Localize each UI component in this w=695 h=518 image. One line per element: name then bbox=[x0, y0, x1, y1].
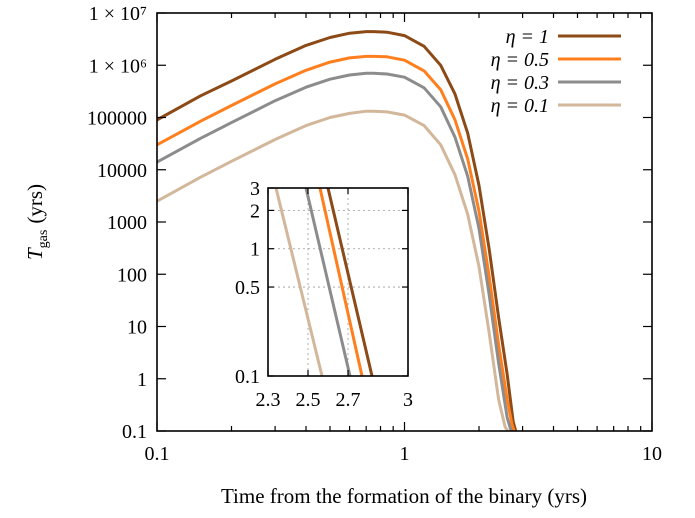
y-axis-label-sub: gas bbox=[36, 230, 51, 249]
inset-y-tick-label: 2 bbox=[250, 200, 260, 222]
x-axis-label: Time from the formation of the binary (y… bbox=[221, 484, 587, 508]
svg-text:Tgas(yrs): Tgas (yrs) bbox=[23, 184, 51, 260]
main-axis-ticks: 0.1 1 10 0.1 1 10 100 1000 10000 100000 1 × 10⁶ 1 ×… bbox=[87, 3, 662, 465]
inset-x-tick-label: 2.3 bbox=[256, 389, 281, 411]
y-tick-label: 100 bbox=[117, 264, 147, 286]
inset-x-tick-label: 2.7 bbox=[336, 389, 361, 411]
inset-x-tick-label: 2.5 bbox=[296, 389, 321, 411]
series-line-1 bbox=[157, 54, 516, 431]
inset-series-line-0 bbox=[326, 188, 374, 376]
inset-x-tick-label: 3 bbox=[403, 389, 413, 411]
legend-label-2: η = 0.3 bbox=[491, 72, 549, 94]
y-tick-label: 10 bbox=[127, 317, 147, 339]
legend-label-1: η = 0.5 bbox=[491, 49, 549, 71]
y-tick-label: 1000 bbox=[107, 212, 147, 234]
series-line-3 bbox=[157, 109, 510, 431]
inset-y-tick-label: 3 bbox=[250, 178, 260, 200]
inset-y-tick-label: 1 bbox=[250, 239, 260, 261]
legend-label-3: η = 0.1 bbox=[491, 95, 549, 117]
y-tick-label: 1 bbox=[137, 369, 147, 391]
inset-background bbox=[268, 188, 408, 376]
main-series-lines bbox=[157, 30, 518, 431]
y-tick-label: 0.1 bbox=[122, 421, 147, 443]
inset-plot-frame bbox=[267, 187, 409, 377]
x-tick-label: 10 bbox=[642, 443, 662, 465]
x-tick-label: 1 bbox=[400, 443, 410, 465]
series-line-0 bbox=[157, 30, 518, 431]
inset-series-line-1 bbox=[318, 188, 364, 376]
x-tick-label: 0.1 bbox=[145, 443, 170, 465]
inset-grid bbox=[268, 188, 408, 376]
inset-y-tick-label: 0.1 bbox=[235, 366, 260, 388]
inset-series-lines bbox=[274, 188, 374, 376]
series-line-2 bbox=[157, 71, 514, 431]
y-tick-label: 1 × 10⁶ bbox=[89, 55, 147, 77]
y-axis-label: Tgas (yrs) bbox=[23, 184, 51, 260]
y-axis-label-unit: (yrs) bbox=[23, 184, 47, 224]
y-axis-label-main: T bbox=[23, 247, 47, 260]
inset-y-tick-label: 0.5 bbox=[235, 277, 260, 299]
legend-label-0: η = 1 bbox=[506, 26, 549, 48]
inset-series-line-3 bbox=[274, 188, 324, 376]
y-tick-label: 10000 bbox=[97, 160, 147, 182]
inset-series-line-2 bbox=[304, 188, 352, 376]
y-tick-label: 1 × 10⁷ bbox=[89, 3, 147, 25]
y-tick-label: 100000 bbox=[87, 108, 147, 130]
legend: η = 1η = 0.5η = 0.3η = 0.1 bbox=[491, 26, 621, 117]
